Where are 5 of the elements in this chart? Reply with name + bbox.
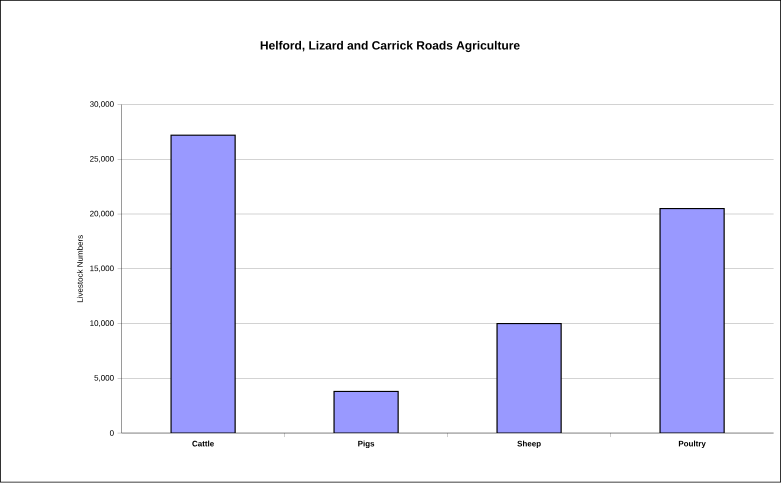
bar — [659, 208, 725, 434]
chart-title: Helford, Lizard and Carrick Roads Agriculture — [260, 41, 520, 52]
bar — [170, 134, 236, 434]
bar — [333, 391, 399, 434]
bar — [496, 323, 562, 434]
